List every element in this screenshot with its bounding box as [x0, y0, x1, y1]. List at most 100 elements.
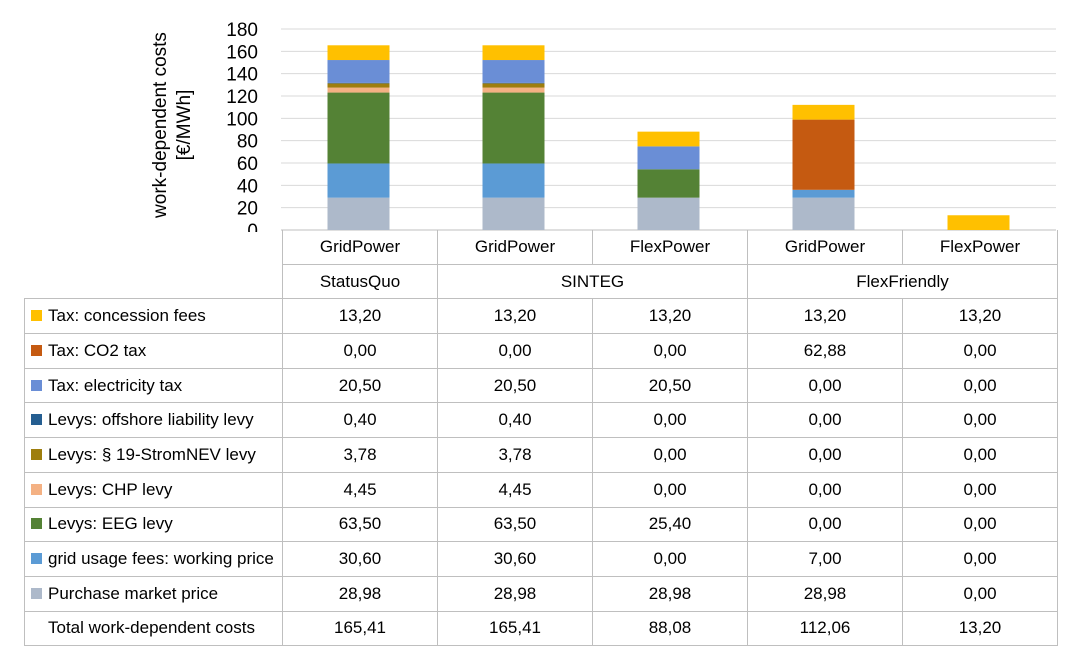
- y-tick-label: 140: [226, 65, 258, 86]
- legend-swatch: [31, 448, 42, 460]
- table-row: Tax: electricity tax 20,50 20,50 20,50 0,00 0…: [24, 367, 1058, 404]
- bar-segment: [792, 104, 855, 120]
- legend-label: Levys: § 19-StromNEV levy: [48, 444, 256, 464]
- data-cell: 13,20: [747, 298, 903, 335]
- data-cell: 0,00: [902, 575, 1058, 612]
- y-tick-label: 80: [237, 132, 258, 153]
- total-cell: 165,41: [282, 610, 438, 647]
- data-cell: 0,00: [592, 333, 748, 369]
- legend-label: Levys: offshore liability levy: [48, 410, 254, 430]
- data-cell: 4,45: [282, 471, 438, 508]
- data-cell: 0,00: [592, 541, 748, 577]
- y-axis-title-text: work-dependent costs [€/MWh]: [149, 32, 197, 218]
- category-label: FlexPower: [592, 230, 748, 265]
- legend-swatch: [31, 414, 42, 426]
- y-tick-label: 160: [226, 42, 258, 63]
- total-label: Total work-dependent costs: [24, 610, 283, 647]
- data-cell: 30,60: [437, 541, 593, 577]
- y-axis-title-line: work-dependent costs: [150, 32, 171, 218]
- bar-segment: [637, 169, 700, 198]
- table-row: Tax: concession fees 13,20 13,20 13,20 13,20…: [24, 298, 1058, 335]
- data-cell: 0,00: [747, 506, 903, 543]
- data-cell: 3,78: [437, 437, 593, 473]
- table-row: Levys: EEG levy 63,50 63,50 25,40 0,00 0,00: [24, 506, 1058, 543]
- data-cell: 0,00: [902, 333, 1058, 369]
- data-cell: 0,00: [747, 471, 903, 508]
- scenario-header-row: StatusQuo SINTEG FlexFriendly: [24, 264, 1058, 300]
- data-cell: 30,60: [282, 541, 438, 577]
- legend-label: Levys: CHP levy: [48, 479, 173, 499]
- data-cell: 28,98: [437, 575, 593, 612]
- data-cell: 0,40: [282, 402, 438, 439]
- data-cell: 0,00: [282, 333, 438, 369]
- legend-label: Levys: EEG levy: [48, 514, 173, 534]
- data-cell: 0,00: [592, 437, 748, 473]
- y-axis-title: work-dependent costs [€/MWh]: [128, 20, 218, 230]
- bar-segment: [327, 83, 390, 88]
- data-cell: 0,00: [902, 506, 1058, 543]
- bar-segment: [637, 197, 700, 230]
- series-label: Levys: EEG levy: [24, 506, 283, 543]
- table-row: Levys: CHP levy 4,45 4,45 0,00 0,00 0,00: [24, 471, 1058, 508]
- bar-segment: [482, 60, 545, 83]
- data-cell: 0,40: [437, 402, 593, 439]
- y-tick-label: 60: [237, 154, 258, 175]
- data-cell: 0,00: [437, 333, 593, 369]
- data-cell: 0,00: [902, 402, 1058, 439]
- data-cell: 0,00: [902, 367, 1058, 404]
- table-row: Tax: CO2 tax 0,00 0,00 0,00 62,88 0,00: [24, 333, 1058, 369]
- legend-swatch: [31, 344, 42, 356]
- empty-cell: [24, 264, 283, 300]
- data-cell: 0,00: [747, 402, 903, 439]
- y-tick-label: 0: [247, 221, 258, 232]
- table-row: Levys: § 19-StromNEV levy 3,78 3,78 0,00 0,0…: [24, 437, 1058, 473]
- data-cell: 13,20: [592, 298, 748, 335]
- bar-segment: [327, 60, 390, 83]
- legend-swatch: [31, 587, 42, 599]
- legend-label: Tax: concession fees: [48, 306, 206, 326]
- bar-segment: [792, 189, 855, 198]
- empty-cell: [24, 230, 283, 265]
- category-header-row: GridPower GridPower FlexPower GridPower Flex…: [24, 230, 1058, 265]
- legend-swatch: [31, 379, 42, 391]
- bar-segment: [482, 163, 545, 198]
- data-cell: 0,00: [747, 437, 903, 473]
- legend-swatch: [31, 310, 42, 322]
- total-row: Total work-dependent costs 165,41 165,41 88…: [24, 610, 1058, 647]
- table-row: grid usage fees: working price 30,60 30,60…: [24, 541, 1058, 577]
- bar-segment: [482, 45, 545, 61]
- legend-label: Tax: CO2 tax: [48, 340, 147, 360]
- y-tick-label: 180: [226, 20, 258, 41]
- total-cell: 13,20: [902, 610, 1058, 647]
- table-row: Levys: offshore liability levy 0,40 0,40 0,…: [24, 402, 1058, 439]
- bar-segment: [482, 83, 545, 88]
- data-cell: 0,00: [902, 437, 1058, 473]
- bar-segment: [327, 87, 390, 93]
- data-cell: 63,50: [282, 506, 438, 543]
- bar-segment: [637, 146, 700, 170]
- y-tick-label: 40: [237, 176, 258, 197]
- legend-label: Tax: electricity tax: [48, 375, 183, 395]
- data-cell: 63,50: [437, 506, 593, 543]
- series-label: Tax: CO2 tax: [24, 333, 283, 369]
- data-cell: 28,98: [592, 575, 748, 612]
- data-cell: 0,00: [747, 367, 903, 404]
- scenario-label: StatusQuo: [282, 264, 438, 300]
- data-table: GridPower GridPower FlexPower GridPower Flex…: [24, 230, 1058, 647]
- bar-segment: [327, 92, 390, 164]
- data-cell: 62,88: [747, 333, 903, 369]
- bar-segment: [482, 197, 545, 230]
- data-cell: 4,45: [437, 471, 593, 508]
- data-cell: 25,40: [592, 506, 748, 543]
- scenario-label: SINTEG: [437, 264, 748, 300]
- table-row: Purchase market price 28,98 28,98 28,98 28,9…: [24, 575, 1058, 612]
- data-cell: 28,98: [282, 575, 438, 612]
- category-label: GridPower: [747, 230, 903, 265]
- series-label: grid usage fees: working price: [24, 541, 283, 577]
- y-axis-title-unit: [€/MWh]: [174, 89, 195, 161]
- category-label: GridPower: [282, 230, 438, 265]
- legend-swatch: [31, 518, 42, 530]
- y-tick-label: 20: [237, 199, 258, 220]
- data-cell: 20,50: [592, 367, 748, 404]
